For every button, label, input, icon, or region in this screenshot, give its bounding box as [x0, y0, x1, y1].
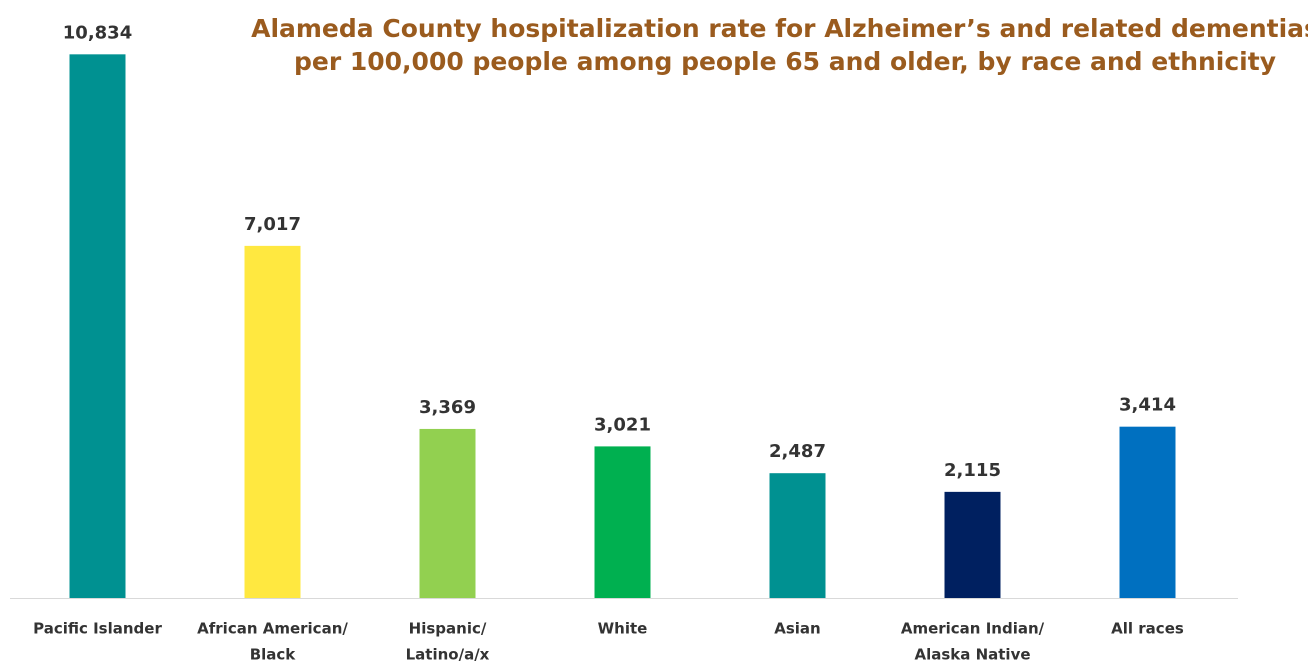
x-tick-label: Pacific Islander — [33, 620, 162, 638]
bar — [69, 54, 126, 598]
x-tick-label: American Indian/ — [901, 620, 1045, 638]
x-tick-label: White — [598, 620, 648, 638]
value-label: 7,017 — [244, 214, 301, 235]
x-tick-label: Asian — [774, 620, 820, 638]
x-tick-label: African American/ — [197, 620, 348, 638]
value-label: 3,369 — [419, 397, 476, 418]
bar — [769, 473, 826, 598]
bar — [944, 491, 1001, 598]
bar — [419, 428, 476, 598]
value-label: 2,487 — [769, 441, 826, 462]
bar — [1119, 426, 1176, 598]
x-tick-label: Hispanic/ — [409, 620, 487, 638]
chart-title: Alameda County hospitalization rate for … — [251, 14, 1308, 43]
bar — [594, 446, 651, 598]
x-tick-label: Alaska Native — [914, 646, 1030, 663]
value-label: 3,414 — [1119, 395, 1176, 416]
x-tick-label: All races — [1111, 620, 1184, 638]
chart-title: per 100,000 people among people 65 and o… — [294, 47, 1276, 76]
value-label: 10,834 — [63, 22, 132, 43]
bar — [244, 245, 301, 598]
x-tick-label: Latino/a/x — [406, 646, 490, 663]
value-label: 2,115 — [944, 460, 1001, 481]
x-tick-label: Black — [250, 646, 297, 663]
value-label: 3,021 — [594, 414, 651, 435]
